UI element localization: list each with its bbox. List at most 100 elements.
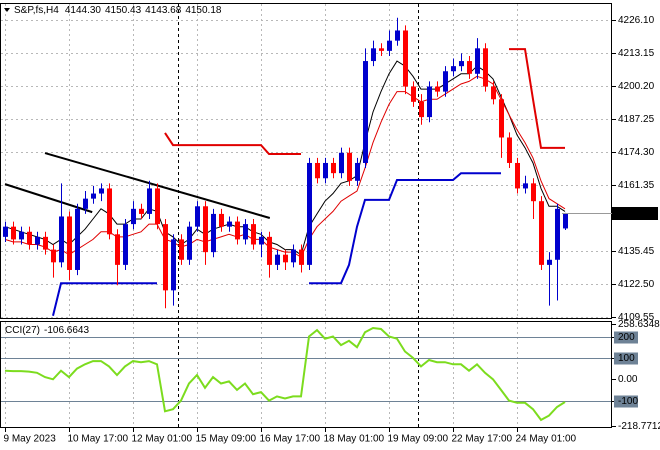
candle-body xyxy=(171,239,176,291)
candle-body xyxy=(347,152,352,181)
candle-body xyxy=(163,224,168,291)
header: S&P,fs,H4 4144.30 4150.43 4143.68 4150.18 xyxy=(14,5,222,16)
candle-body xyxy=(227,221,232,227)
candle-body xyxy=(547,259,552,265)
y-tick-label: 100 xyxy=(618,353,635,364)
y-tick-label: 4226.10 xyxy=(618,15,655,26)
y-tick-label: 4200.20 xyxy=(618,81,655,92)
candle-body xyxy=(515,162,520,189)
x-tick-label: 16 May 17:00 xyxy=(260,434,321,445)
candle-body xyxy=(211,213,216,253)
candle-body xyxy=(43,236,48,250)
candle-body xyxy=(147,188,152,214)
x-tick-label: 22 May 17:00 xyxy=(452,434,513,445)
candle-body xyxy=(323,162,328,179)
x-tick-label: 18 May 01:00 xyxy=(324,434,385,445)
candle-body xyxy=(355,162,360,181)
candle-body xyxy=(235,221,240,240)
candle-body xyxy=(115,234,120,265)
candle-body xyxy=(195,206,200,227)
candle-body xyxy=(107,188,112,235)
y-tick-label: 4109.55 xyxy=(618,312,655,323)
candle-body xyxy=(27,231,32,245)
candle-body xyxy=(219,213,224,227)
candle-body xyxy=(443,71,448,92)
candle-body xyxy=(123,224,128,265)
cci-header: CCI(27) -106.6643 xyxy=(5,325,89,336)
candle-body xyxy=(35,236,40,245)
candle-body xyxy=(331,162,336,174)
candle-body xyxy=(99,188,104,194)
candle-body xyxy=(267,236,272,265)
candle-body xyxy=(179,239,184,260)
cci-name: CCI(27) xyxy=(5,325,40,336)
candle-body xyxy=(75,208,80,270)
candle-body xyxy=(419,101,424,118)
candle-body xyxy=(59,216,64,263)
candle-body xyxy=(131,208,136,225)
candle-body xyxy=(467,61,472,74)
candle-body xyxy=(459,61,464,67)
candle-body xyxy=(3,226,8,237)
current-price-box xyxy=(612,207,658,220)
candle-body xyxy=(139,208,144,214)
y-tick-label: -100 xyxy=(618,396,638,407)
x-tick-label: 10 May 17:00 xyxy=(68,434,129,445)
candle-body xyxy=(563,213,568,229)
candle-body xyxy=(395,30,400,41)
level-label-bg xyxy=(614,352,638,365)
y-tick-label: 258.6348 xyxy=(618,319,660,330)
candle-body xyxy=(475,48,480,74)
candle-body xyxy=(155,188,160,225)
y-tick-label: 0.00 xyxy=(618,374,638,385)
y-tick-label: 4135.45 xyxy=(618,246,655,257)
candle-body xyxy=(91,193,96,199)
candle-body xyxy=(371,48,376,62)
current-price-label: 4150.18 xyxy=(618,208,655,219)
x-tick-label: 15 May 09:00 xyxy=(196,434,257,445)
x-tick-label: 19 May 09:00 xyxy=(388,434,449,445)
x-tick-label: 12 May 01:00 xyxy=(132,434,193,445)
candle-body xyxy=(483,48,488,87)
open-label: 4144.30 xyxy=(65,5,102,16)
candle-body xyxy=(259,236,264,245)
candle-body xyxy=(531,183,536,202)
candle-body xyxy=(491,86,496,100)
y-tick-label: 4187.25 xyxy=(618,114,655,125)
candle-body xyxy=(363,61,368,163)
candle-body xyxy=(19,231,24,240)
candle-body xyxy=(67,216,72,270)
plot-layer: 4226.10 4213.15 4200.20 4187.25 4174.30 4161.… xyxy=(1,4,660,445)
high-label: 4150.43 xyxy=(105,5,142,16)
candle-body xyxy=(435,86,440,92)
y-tick-label: -218.7712 xyxy=(618,421,660,432)
cci-line xyxy=(4,326,566,422)
candle-body xyxy=(243,224,248,240)
candle-body xyxy=(283,254,288,263)
candle-body xyxy=(387,40,392,51)
candle-body xyxy=(307,162,312,265)
main-panel xyxy=(0,3,612,319)
candle-body xyxy=(251,224,256,245)
x-tick-label: 9 May 2023 xyxy=(4,434,57,445)
candle-body xyxy=(427,86,432,118)
candle-body xyxy=(523,183,528,189)
candle-body xyxy=(315,162,320,179)
level-label-bg xyxy=(614,395,638,408)
candle-body xyxy=(379,48,384,51)
y-tick-label: 4122.50 xyxy=(618,279,655,290)
menu-triangle xyxy=(4,8,10,12)
candle-body xyxy=(299,249,304,265)
candle-body xyxy=(187,226,192,260)
candle-body xyxy=(507,137,512,163)
symbol: S&P,fs,H4 xyxy=(14,5,59,16)
candle-body xyxy=(403,30,408,87)
candle-body xyxy=(339,152,344,174)
candle-body xyxy=(451,66,456,72)
y-tick-label: 4161.35 xyxy=(618,180,655,191)
x-tick-label: 24 May 01:00 xyxy=(516,434,577,445)
candle-body xyxy=(11,226,16,240)
candle-body xyxy=(539,201,544,265)
candle-body xyxy=(51,249,56,263)
cci-panel xyxy=(0,321,612,428)
